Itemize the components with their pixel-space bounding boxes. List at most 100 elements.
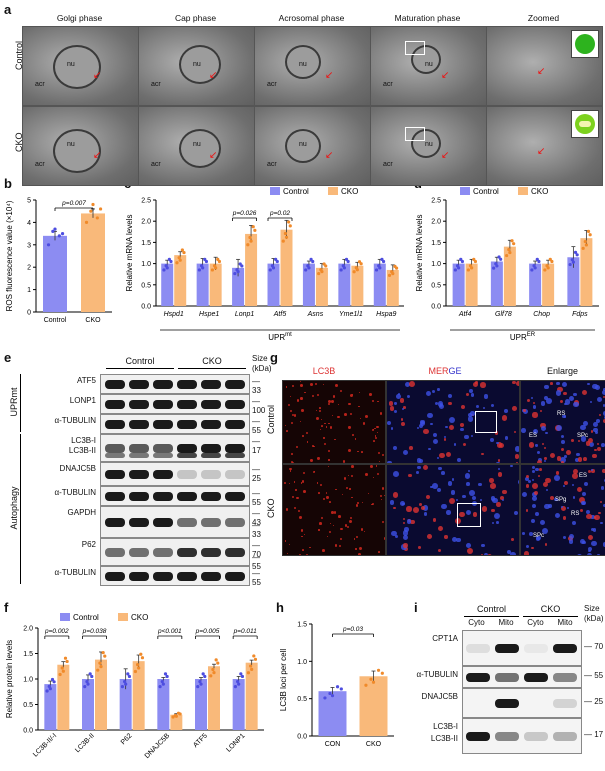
- x-tick-label: Glf78: [495, 311, 512, 318]
- blot-band: [495, 643, 519, 653]
- fluorescence-speckle: [539, 519, 545, 525]
- data-point: [233, 685, 238, 689]
- fluorescence-speckle: [546, 489, 549, 492]
- fluorescence-speckle: [448, 417, 455, 424]
- fluorescence-speckle: [591, 469, 595, 473]
- fluorescence-speckle: [347, 449, 351, 452]
- fluorescence-speckle: [496, 461, 500, 463]
- blot-strip: [100, 374, 250, 394]
- fluorescence-speckle: [361, 501, 363, 504]
- fluorescence-speckle: [556, 381, 560, 386]
- fluorescence-speckle: [288, 403, 291, 406]
- fluorescence-speckle: [365, 473, 368, 476]
- blot-band: [225, 469, 245, 479]
- y-tick-label: 1.5: [431, 240, 441, 247]
- data-point: [84, 220, 89, 224]
- fluorescence-speckle: [437, 388, 440, 391]
- fluorescence-speckle: [582, 389, 588, 395]
- fluorescence-speckle: [603, 479, 605, 483]
- blot-band: [225, 419, 245, 429]
- data-point: [235, 679, 240, 684]
- blot-band: [177, 547, 197, 557]
- blot-band: [553, 672, 577, 682]
- fluorescence-speckle: [419, 503, 423, 506]
- fluorescence-speckle: [537, 457, 542, 462]
- fluorescence-speckle: [600, 521, 604, 525]
- p-value-annotation: p=0.03: [342, 626, 363, 633]
- fluorescence-speckle: [466, 482, 470, 486]
- data-point: [196, 685, 200, 689]
- fluorescence-speckle: [399, 398, 405, 404]
- bar: [95, 659, 107, 730]
- fluorescence-speckle: [316, 482, 319, 484]
- data-point: [51, 229, 55, 233]
- blot-band: [225, 547, 245, 557]
- data-point: [233, 271, 237, 276]
- data-point: [495, 264, 499, 268]
- group-label-cko: CKO: [202, 356, 222, 366]
- p-value-annotation: p=0.007: [61, 200, 86, 207]
- fluorescence-speckle: [536, 451, 540, 455]
- size-marker: — 55: [252, 417, 261, 435]
- fluorescence-speckle: [600, 486, 605, 490]
- fluorescence-speckle: [403, 534, 409, 540]
- fluorescence-speckle: [367, 492, 369, 494]
- fluorescence-speckle: [447, 481, 453, 486]
- fluorescence-speckle: [383, 537, 385, 541]
- bar: [267, 263, 280, 306]
- legend-swatch: [118, 613, 128, 621]
- data-point: [216, 661, 220, 665]
- fluorescence-speckle: [568, 396, 574, 402]
- data-point: [371, 680, 376, 684]
- fluorescence-speckle: [525, 477, 530, 482]
- bar: [82, 679, 94, 730]
- fluorescence-speckle: [532, 412, 538, 418]
- blot-band: [466, 643, 490, 653]
- data-point: [369, 677, 373, 681]
- fluorescence-speckle: [425, 495, 430, 500]
- data-point: [287, 220, 291, 224]
- data-point: [288, 224, 292, 228]
- p-value-annotation: p<0.001: [157, 628, 182, 635]
- fluorescence-speckle: [562, 484, 565, 488]
- fluorescence-speckle: [336, 415, 340, 419]
- data-point: [335, 685, 340, 689]
- blot-band: [201, 453, 221, 458]
- fluorescence-speckle: [309, 546, 311, 549]
- fluorescence-speckle: [299, 553, 302, 555]
- fluorescence-speckle: [352, 434, 355, 436]
- fluorescence-speckle: [464, 473, 471, 479]
- bar: [580, 238, 593, 306]
- fluorescence-speckle: [455, 498, 459, 501]
- fluorescence-speckle: [576, 487, 583, 493]
- fluorescence-speckle: [564, 455, 567, 458]
- fluorescence-speckle: [439, 452, 445, 459]
- data-point: [169, 259, 173, 264]
- fluorescence-speckle: [602, 395, 605, 398]
- fluorescence-speckle: [289, 470, 292, 472]
- fluorescence-speckle: [376, 431, 379, 434]
- fluorescence-speckle: [601, 468, 605, 473]
- fluorescence-speckle: [389, 500, 394, 505]
- fluorescence-speckle: [343, 477, 347, 480]
- fluorescence-speckle: [543, 481, 549, 487]
- fluorescence-speckle: [535, 467, 539, 472]
- fluorescence-speckle: [427, 534, 432, 539]
- bar: [490, 261, 503, 306]
- blot-band: [177, 469, 197, 479]
- bar: [386, 269, 399, 306]
- fluorescence-speckle: [349, 520, 353, 524]
- y-tick-label: 0.5: [141, 282, 151, 289]
- blot-band: [153, 399, 173, 409]
- data-point: [376, 668, 381, 672]
- data-point: [212, 671, 216, 675]
- fluorescence-speckle: [540, 401, 546, 406]
- blot-band: [225, 399, 245, 409]
- data-point: [103, 654, 107, 658]
- fluorescence-speckle: [313, 470, 315, 473]
- bar: [196, 263, 209, 306]
- protein-label: LC3B-II: [68, 446, 96, 455]
- blot-band: [105, 517, 125, 527]
- y-tick-label: 3: [27, 242, 31, 249]
- blot-band: [153, 379, 173, 389]
